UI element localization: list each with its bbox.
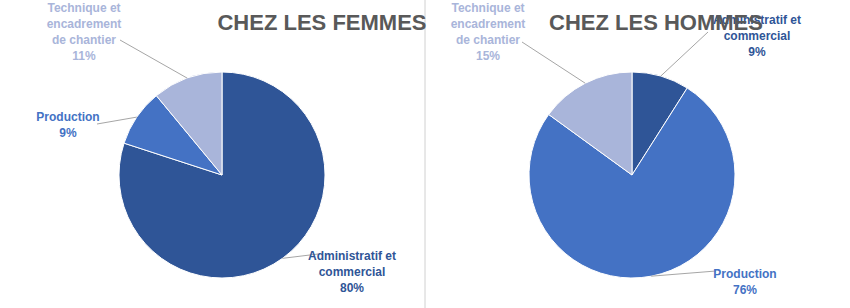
category-label-line: Administratif et <box>308 249 396 263</box>
data-label: 80% <box>340 281 364 295</box>
pie-slice <box>119 72 325 278</box>
pie-slice <box>156 72 222 175</box>
category-label: Technique et encadrement de chantier <box>451 1 526 47</box>
leader-line <box>97 117 137 124</box>
panel-divider <box>425 0 426 308</box>
chart-title: CHEZ LES FEMMES <box>217 10 426 35</box>
category-label: Administratif et commercial <box>308 249 396 279</box>
pie-slice <box>549 72 632 175</box>
data-label: 76% <box>733 283 757 297</box>
data-label: 9% <box>748 45 766 59</box>
data-label: 11% <box>72 49 96 63</box>
category-label: Technique et encadrement de chantier <box>47 1 122 47</box>
category-label-line: Production <box>36 110 99 124</box>
data-label: 9% <box>59 126 77 140</box>
pie-panel: Administratif et commercial 80% Production 9… <box>36 1 426 295</box>
category-label: Production <box>36 110 99 124</box>
pie-panel: Administratif etcommercial9%Production76… <box>451 1 801 297</box>
chart-canvas: Administratif et commercial 80% Production 9… <box>0 0 850 308</box>
category-label-line: encadrement <box>451 17 526 31</box>
category-label: Production <box>713 267 776 281</box>
leader-line <box>661 32 708 76</box>
category-label-line: Technique et <box>451 1 524 15</box>
category-label-line: de chantier <box>456 33 520 47</box>
leader-line <box>522 42 585 83</box>
data-label: 15% <box>476 49 500 63</box>
category-label-line: Technique et <box>47 1 120 15</box>
category-label-line: commercial <box>319 265 386 279</box>
category-label-line: de chantier <box>52 33 116 47</box>
category-label-line: Production <box>713 267 776 281</box>
leader-line <box>651 271 716 276</box>
leader-line <box>120 40 187 78</box>
category-label-line: encadrement <box>47 17 122 31</box>
chart-title: CHEZ LES HOMMES <box>549 10 763 35</box>
